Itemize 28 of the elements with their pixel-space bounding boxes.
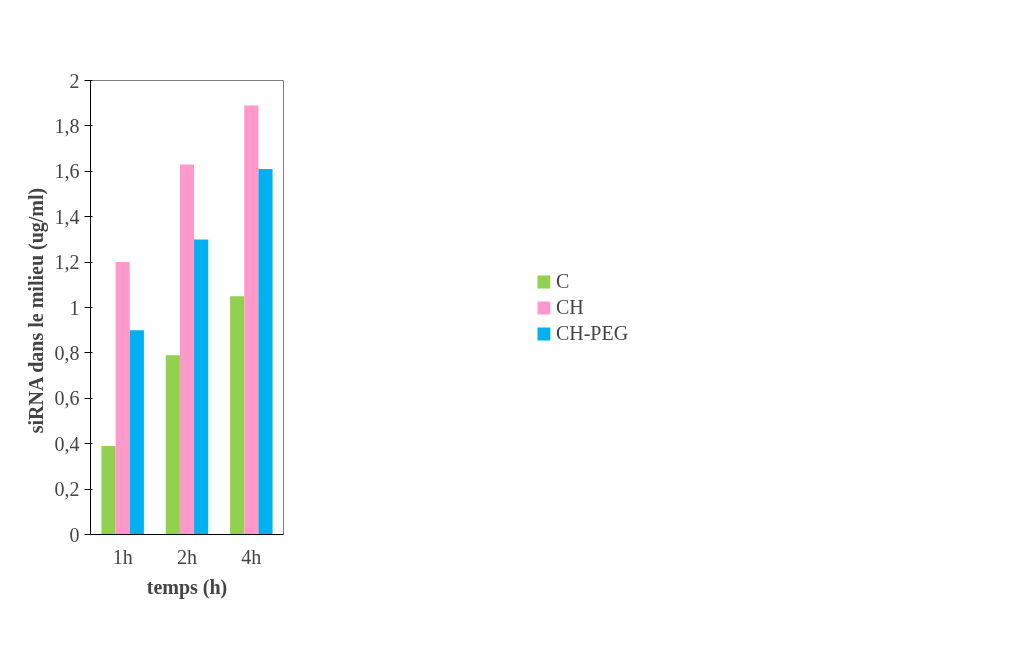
- bar: [129, 330, 144, 535]
- y-tick-label: 1,4: [54, 205, 80, 228]
- legend-label: C: [555, 269, 571, 293]
- bar: [165, 355, 180, 535]
- bar: [258, 169, 273, 535]
- y-tick-label: 2: [69, 69, 80, 92]
- legend-label: CH: [555, 295, 584, 319]
- bar: [179, 164, 195, 535]
- y-tick-label: 1: [69, 296, 80, 319]
- y-axis-title: siRNA dans le milieu (ug/ml): [24, 187, 48, 434]
- y-tick-label: 0,4: [54, 432, 80, 455]
- y-tick-label: 0,2: [54, 478, 80, 501]
- bar: [230, 296, 245, 535]
- x-tick-label: 4h: [241, 545, 262, 568]
- bar: [115, 262, 130, 535]
- y-tick-label: 1,2: [54, 251, 80, 274]
- bar: [244, 105, 259, 535]
- bar: [101, 445, 116, 535]
- y-tick-label: 0,8: [54, 341, 80, 364]
- x-tick-label: 1h: [112, 545, 133, 568]
- y-tick-label: 1,8: [54, 114, 80, 137]
- y-tick-label: 0: [69, 523, 80, 546]
- y-tick-label: 1,6: [54, 160, 80, 183]
- legend-label: CH-PEG: [555, 321, 629, 345]
- x-tick-label: 2h: [177, 545, 197, 568]
- bar: [194, 239, 209, 535]
- y-tick-label: 0,6: [54, 387, 80, 410]
- x-axis-title: temps (h): [146, 575, 228, 599]
